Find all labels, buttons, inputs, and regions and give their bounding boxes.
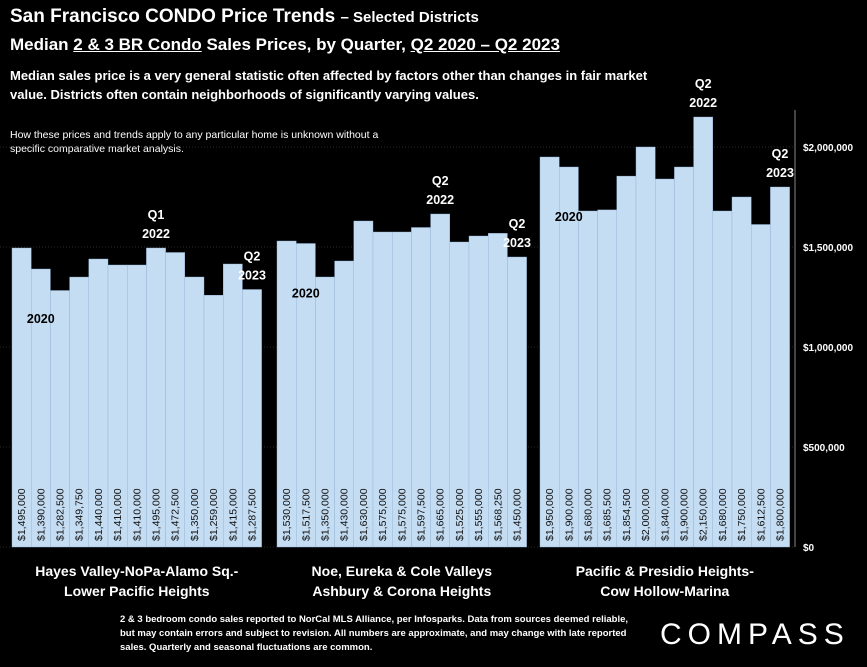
bar-value-label: $1,282,500 bbox=[55, 488, 67, 541]
bar-value-label: $1,900,000 bbox=[679, 488, 691, 541]
bar-annotation: Q2 bbox=[244, 250, 261, 264]
y-tick-label: $1,000,000 bbox=[803, 343, 853, 354]
bar-value-label: $1,517,500 bbox=[300, 488, 312, 541]
y-tick-label: $2,000,000 bbox=[803, 143, 853, 154]
group-label: Lower Pacific Heights bbox=[64, 583, 210, 599]
bar-value-label: $1,410,000 bbox=[112, 488, 124, 541]
bar-value-label: $1,440,000 bbox=[93, 488, 105, 541]
bar-value-label: $1,350,000 bbox=[320, 488, 332, 541]
bar-value-label: $1,350,000 bbox=[189, 488, 201, 541]
bar-value-label: $1,800,000 bbox=[775, 488, 787, 541]
bar-annotation: 2020 bbox=[27, 312, 55, 326]
group-label: Pacific & Presidio Heights- bbox=[576, 563, 754, 579]
bar-value-label: $1,525,000 bbox=[454, 488, 466, 541]
y-tick-label: $500,000 bbox=[803, 443, 845, 454]
bar-annotation: 2023 bbox=[238, 269, 266, 283]
bar-value-label: $1,430,000 bbox=[339, 488, 351, 541]
bar-value-label: $1,680,000 bbox=[717, 488, 729, 541]
group-label: Ashbury & Corona Heights bbox=[312, 583, 491, 599]
bar bbox=[770, 186, 790, 548]
bar-value-label: $1,575,000 bbox=[377, 488, 389, 541]
title-suffix: – Selected Districts bbox=[340, 9, 479, 26]
bar-value-label: $1,750,000 bbox=[736, 488, 748, 541]
bar bbox=[242, 289, 262, 548]
bar-value-label: $1,287,500 bbox=[247, 488, 259, 541]
bar-value-label: $1,575,000 bbox=[396, 488, 408, 541]
bar-annotation: Q2 bbox=[432, 174, 449, 188]
bar-value-label: $1,950,000 bbox=[544, 488, 556, 541]
bar-value-label: $1,390,000 bbox=[35, 488, 47, 541]
bar bbox=[507, 256, 527, 548]
bar-value-label: $1,555,000 bbox=[473, 488, 485, 541]
bar-value-label: $1,410,000 bbox=[131, 488, 143, 541]
bar bbox=[693, 116, 713, 548]
bar-value-label: $1,680,000 bbox=[583, 488, 595, 541]
bar-annotation: 2022 bbox=[426, 193, 454, 207]
bar-value-label: $1,685,500 bbox=[602, 488, 614, 541]
bar-value-label: $1,568,250 bbox=[492, 488, 504, 541]
footer-disclaimer: 2 & 3 bedroom condo sales reported to No… bbox=[120, 614, 629, 653]
bar-value-label: $1,450,000 bbox=[512, 488, 524, 541]
subtitle-part-c: Sales Prices, by Quarter, bbox=[201, 35, 411, 54]
bar-value-label: $1,597,500 bbox=[416, 488, 428, 541]
y-tick-label: $1,500,000 bbox=[803, 243, 853, 254]
group-label: Noe, Eureka & Cole Valleys bbox=[312, 563, 493, 579]
bar-annotation: 2022 bbox=[689, 96, 717, 110]
primary-note: Median sales price is a very general sta… bbox=[10, 68, 648, 102]
chart-title: San Francisco CONDO Price Trends – Selec… bbox=[10, 6, 479, 28]
bar-annotation: Q2 bbox=[509, 217, 526, 231]
bar-value-label: $1,415,000 bbox=[227, 488, 239, 541]
bar-annotation: 2020 bbox=[555, 210, 583, 224]
group-label: Cow Hollow-Marina bbox=[600, 583, 729, 599]
bar-value-label: $1,900,000 bbox=[563, 488, 575, 541]
bar-annotation: Q1 bbox=[148, 208, 165, 222]
bar-annotation: 2022 bbox=[142, 227, 170, 241]
bar-annotation: Q2 bbox=[772, 147, 789, 161]
chart-subtitle: Median 2 & 3 BR Condo Sales Prices, by Q… bbox=[10, 35, 560, 55]
compass-logo: COMPASS bbox=[660, 618, 850, 651]
bar-value-label: $2,000,000 bbox=[640, 488, 652, 541]
subtitle-part-d: Q2 2020 – Q2 2023 bbox=[410, 35, 560, 54]
bar-annotation: Q2 bbox=[695, 77, 712, 91]
group-label: Hayes Valley-NoPa-Alamo Sq.- bbox=[35, 563, 238, 579]
y-tick-label: $0 bbox=[803, 543, 815, 554]
secondary-note: How these prices and trends apply to any… bbox=[10, 129, 379, 155]
bar-value-label: $1,854,500 bbox=[621, 488, 633, 541]
bar-value-label: $1,630,000 bbox=[358, 488, 370, 541]
bar-annotation: 2020 bbox=[292, 287, 320, 301]
bar-value-label: $1,612,500 bbox=[755, 488, 767, 541]
bar-value-label: $1,495,000 bbox=[151, 488, 163, 541]
subtitle-part-a: Median bbox=[10, 35, 74, 54]
bar-value-label: $1,840,000 bbox=[659, 488, 671, 541]
bar bbox=[635, 146, 656, 548]
bar-annotation: 2023 bbox=[766, 166, 794, 180]
bar-value-label: $1,472,500 bbox=[170, 488, 182, 541]
bar-annotation: 2023 bbox=[503, 236, 531, 250]
bar-value-label: $1,665,000 bbox=[435, 488, 447, 541]
bar-value-label: $1,349,750 bbox=[74, 488, 86, 541]
bar-value-label: $1,259,000 bbox=[208, 488, 220, 541]
subtitle-part-b: 2 & 3 BR Condo bbox=[73, 35, 202, 54]
title-main: San Francisco CONDO Price Trends bbox=[10, 6, 336, 27]
bar-value-label: $1,530,000 bbox=[281, 488, 293, 541]
bar-value-label: $2,150,000 bbox=[698, 488, 710, 541]
bar-value-label: $1,495,000 bbox=[16, 488, 28, 541]
